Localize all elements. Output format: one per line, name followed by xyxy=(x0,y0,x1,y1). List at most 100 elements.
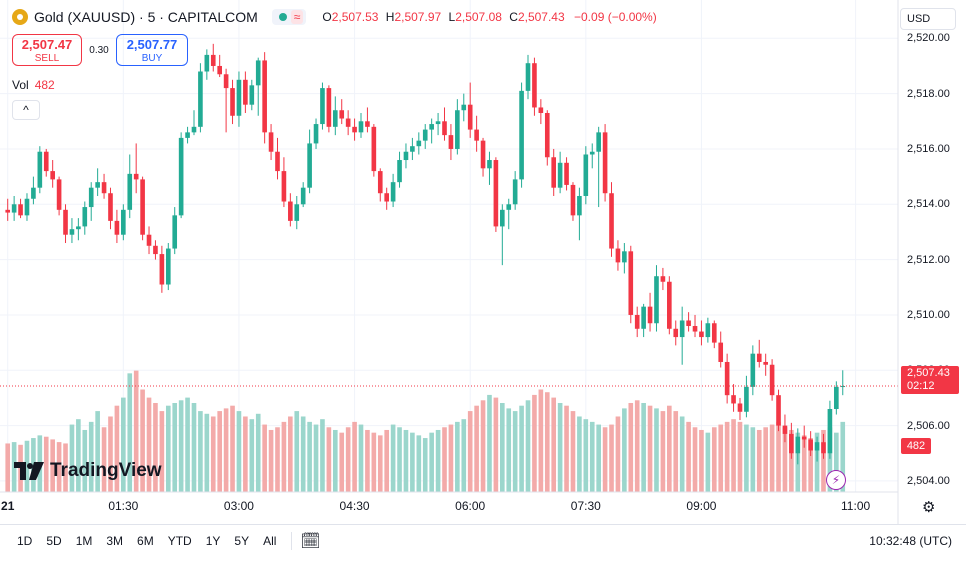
chart-settings-gear-icon[interactable]: ⚙ xyxy=(922,499,936,516)
volume-bar xyxy=(557,402,563,492)
candle-body xyxy=(390,182,396,202)
candle-body xyxy=(37,151,43,188)
volume-bar xyxy=(50,439,55,492)
candle-body xyxy=(377,171,383,194)
candle-body xyxy=(56,179,62,210)
volume-bar xyxy=(532,394,537,492)
candle-body xyxy=(493,160,499,227)
volume-bar xyxy=(827,427,833,492)
volume-bar xyxy=(210,416,216,492)
volume-bar xyxy=(294,411,300,492)
volume-bar xyxy=(808,438,813,492)
volume-bar xyxy=(673,411,679,492)
candle-body xyxy=(622,251,627,263)
open-value: 2,507.53 xyxy=(331,10,379,24)
volume-bar xyxy=(840,421,846,492)
volume-bar xyxy=(288,416,293,492)
volume-bar xyxy=(88,421,94,492)
volume-bar xyxy=(410,432,415,492)
market-status[interactable]: ≈ xyxy=(271,9,307,25)
candle-body xyxy=(570,184,576,216)
candle-body xyxy=(596,132,601,152)
range-button-all[interactable]: All xyxy=(263,534,277,548)
utc-clock[interactable]: 10:32:48 (UTC) xyxy=(869,534,952,548)
buy-button[interactable]: 2,507.77 BUY xyxy=(116,34,188,66)
candle-body xyxy=(769,364,775,396)
candle-body xyxy=(76,226,81,230)
lightning-icon[interactable]: ⚡ xyxy=(826,470,846,490)
volume-bar xyxy=(487,394,492,492)
candle-body xyxy=(834,386,839,410)
candle-body xyxy=(628,251,634,315)
candle-body xyxy=(808,439,813,451)
volume-bar xyxy=(467,411,473,492)
volume-bar xyxy=(519,405,524,492)
candle-body xyxy=(647,306,653,324)
time-tick-label: 03:00 xyxy=(223,499,254,513)
volume-bar xyxy=(101,427,107,492)
volume-bar xyxy=(300,416,306,492)
bar-countdown: 02:12 xyxy=(907,380,935,392)
candle-body xyxy=(750,353,756,387)
volume-bar xyxy=(686,421,691,492)
range-button-3m[interactable]: 3M xyxy=(106,534,124,548)
volume-bar xyxy=(756,429,762,492)
candle-body xyxy=(345,118,351,127)
volume-bar xyxy=(711,427,717,492)
volume-bar xyxy=(654,408,659,492)
volume-bar xyxy=(345,427,351,492)
volume-bar xyxy=(108,416,113,492)
time-tick-label: 06:00 xyxy=(455,499,486,513)
candle-body xyxy=(667,281,672,329)
toolbar-divider xyxy=(291,532,293,550)
currency-select[interactable]: USD xyxy=(900,8,956,30)
candle-body xyxy=(506,204,512,210)
spread-value: 0.30 xyxy=(89,44,109,56)
candle-body xyxy=(11,204,17,213)
volume-bar xyxy=(577,416,582,492)
volume-bar xyxy=(255,413,261,492)
volume-bar xyxy=(358,424,364,492)
volume-bar xyxy=(326,427,332,492)
collapse-legend-button[interactable]: ^ xyxy=(12,100,40,120)
price-tick-label: 2,510.00 xyxy=(907,308,950,321)
time-tick-label: 07:30 xyxy=(570,499,601,513)
volume-bar xyxy=(744,424,749,492)
volume-bar xyxy=(403,429,409,492)
candle-body xyxy=(744,386,749,412)
range-button-ytd[interactable]: YTD xyxy=(167,534,192,548)
tradingview-logo[interactable]: TradingView xyxy=(14,460,162,482)
range-button-5d[interactable]: 5D xyxy=(46,534,62,548)
candle-body xyxy=(455,110,460,149)
change-value: −0.09 (−0.00%) xyxy=(574,10,657,24)
candle-body xyxy=(429,124,434,130)
price-tick-label: 2,506.00 xyxy=(907,419,950,432)
symbol-title[interactable]: Gold (XAUUSD) · 5 · CAPITALCOM xyxy=(34,9,258,25)
volume-bar xyxy=(782,427,788,492)
candle-body xyxy=(365,121,370,127)
candle-body xyxy=(840,386,846,388)
volume-bar xyxy=(185,397,190,492)
volume-bar xyxy=(589,421,595,492)
trade-buttons: 2,507.47 SELL 0.30 2,507.77 BUY xyxy=(12,34,188,66)
volume-bar xyxy=(551,397,557,492)
volume-bar xyxy=(622,408,627,492)
candle-body xyxy=(262,60,267,133)
volume-bar xyxy=(769,424,775,492)
sell-button[interactable]: 2,507.47 SELL xyxy=(12,34,82,66)
range-button-5y[interactable]: 5Y xyxy=(234,534,250,548)
candle-body xyxy=(249,85,255,105)
calendar-icon[interactable]: 🗓 xyxy=(300,533,321,550)
gold-symbol-icon xyxy=(12,9,28,25)
candle-body xyxy=(500,209,505,227)
range-button-1m[interactable]: 1M xyxy=(75,534,93,548)
volume-bar xyxy=(365,429,370,492)
range-button-1d[interactable]: 1D xyxy=(17,534,33,548)
range-button-6m[interactable]: 6M xyxy=(137,534,154,548)
candle-body xyxy=(82,207,88,227)
volume-bar xyxy=(789,429,794,492)
candle-body xyxy=(583,154,589,196)
range-button-1y[interactable]: 1Y xyxy=(205,534,221,548)
candle-body xyxy=(461,104,467,111)
